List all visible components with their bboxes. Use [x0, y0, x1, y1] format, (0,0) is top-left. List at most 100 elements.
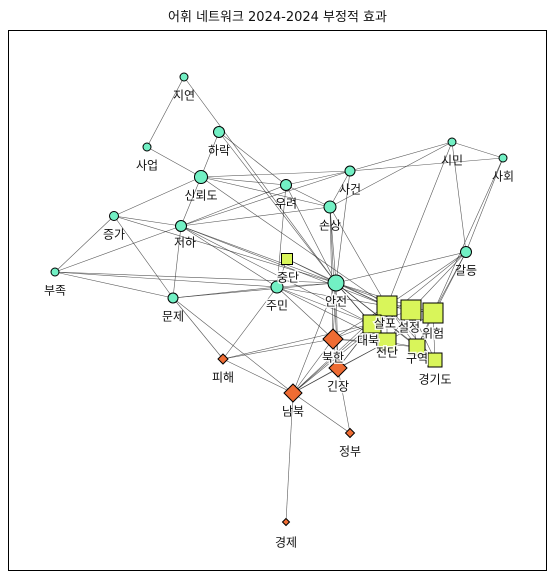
node-label-sinroedo: 신뢰도 — [184, 189, 217, 203]
edge-jumin-anjeon — [276, 282, 337, 288]
edge-munje-anjeon — [172, 282, 337, 299]
node-label-sahoe: 사회 — [492, 170, 514, 184]
edge-ureo-anjeon — [285, 184, 337, 284]
node-jumin — [270, 280, 284, 294]
edge-nambuk-gyeongje — [285, 392, 294, 523]
edge-jiyeon-anjeon — [183, 76, 337, 284]
edge-anjeon-seoljeong — [335, 282, 412, 311]
node-label-ginjang: 긴장 — [327, 380, 349, 394]
node-pihae — [217, 353, 229, 365]
node-label-simin: 시민 — [441, 154, 463, 168]
node-label-guyeok: 구역 — [406, 352, 428, 366]
node-label-jeongbu: 정부 — [339, 445, 361, 459]
edge-sageon-simin — [349, 141, 453, 172]
node-jungdan — [281, 253, 293, 265]
edge-ureo-jumin — [276, 184, 287, 288]
edge-galdeung-sarap — [386, 251, 467, 307]
node-guyeok — [408, 338, 426, 356]
edge-ureo-sonsang — [285, 184, 331, 208]
edge-nambuk-pihae — [222, 358, 294, 394]
node-simin — [447, 137, 457, 147]
edge-nambuk-jeongbu — [292, 392, 351, 434]
edge-jeoha-jumin — [180, 225, 278, 288]
edge-sonsang-anjeon — [329, 206, 337, 284]
edge-jiyeon-saeop — [146, 76, 185, 148]
edge-munje-pihae — [172, 297, 224, 360]
edge-bujok-jumin — [54, 271, 278, 288]
edge-guyeok-bukhan — [332, 338, 418, 348]
node-label-bukhan: 북한 — [322, 351, 344, 365]
node-label-anjeon: 안전 — [325, 295, 347, 309]
chart-title: 어휘 네트워크 2024-2024 부정적 효과 — [168, 10, 387, 25]
node-label-munje: 문제 — [162, 310, 184, 324]
node-label-saeop: 사업 — [136, 159, 158, 173]
node-label-pihae: 피해 — [212, 371, 234, 385]
edge-sageon-anjeon — [335, 170, 351, 284]
edge-jeungga-bujok — [54, 215, 115, 273]
network-frame — [8, 30, 547, 571]
edge-ureo-jeoha — [180, 184, 287, 227]
node-saeop — [142, 142, 152, 152]
node-jeongbu — [344, 427, 356, 439]
node-label-gyeongje: 경제 — [275, 536, 297, 550]
node-label-wiheom: 위험 — [422, 327, 444, 341]
node-ginjang — [328, 358, 348, 378]
edge-sageon-jeoha — [180, 170, 351, 227]
node-label-ureo: 우려 — [275, 197, 297, 211]
node-sonsang — [323, 200, 337, 214]
node-gyeongje — [281, 517, 291, 527]
node-jiyeon — [179, 72, 189, 82]
node-label-gyeonggido: 경기도 — [418, 373, 451, 387]
node-label-jeondan: 전단 — [376, 346, 398, 360]
edge-sinroedo-sageon — [200, 170, 351, 178]
edge-jumin-sarap — [276, 286, 388, 307]
edge-harak-sinroedo — [200, 131, 220, 178]
edge-bujok-anjeon — [54, 271, 337, 284]
node-wiheom — [422, 302, 444, 324]
node-label-jumin: 주민 — [266, 299, 288, 313]
node-label-jeungga: 증가 — [103, 228, 125, 242]
node-bujok — [50, 267, 60, 277]
node-label-sageon: 사건 — [339, 183, 361, 197]
edge-sonsang-bukhan — [329, 206, 334, 340]
edge-jeoha-munje — [172, 225, 182, 299]
edge-jumin-daebuk — [276, 286, 373, 325]
node-daebuk — [362, 314, 382, 334]
edge-harak-ureo — [218, 131, 287, 186]
node-gyeonggido — [427, 352, 443, 368]
edge-jeoha-bujok — [54, 225, 182, 273]
node-label-nambuk: 남북 — [282, 405, 304, 419]
edge-sinroedo-sonsang — [200, 176, 331, 208]
node-jeungga — [109, 211, 119, 221]
node-anjeon — [327, 274, 345, 292]
node-jeoha — [175, 220, 187, 232]
node-label-daebuk: 대북 — [357, 334, 379, 348]
node-seoljeong — [400, 299, 422, 321]
node-sinroedo — [194, 170, 208, 184]
edge-daebuk-pihae — [222, 323, 373, 360]
edge-simin-galdeung — [451, 141, 467, 253]
edge-sinroedo-jeungga — [113, 176, 202, 217]
edge-anjeon-nambuk — [292, 282, 337, 394]
edge-jumin-bukhan — [276, 286, 334, 340]
node-label-sarap: 살포 — [374, 317, 396, 331]
edge-jeungga-munje — [113, 215, 174, 299]
node-label-sonsang: 손상 — [319, 219, 341, 233]
edge-simin-sonsang — [329, 141, 453, 208]
edge-sinroedo-jeoha — [180, 176, 202, 227]
edge-sageon-sahoe — [349, 157, 504, 172]
node-label-seoljeong: 설정 — [398, 321, 420, 335]
edge-sinroedo-sarap — [200, 176, 388, 307]
node-sarap — [376, 295, 398, 317]
edge-ginjang-jeongbu — [337, 367, 351, 434]
edge-jumin-pihae — [222, 286, 278, 360]
node-label-jiyeon: 지연 — [173, 89, 195, 103]
edge-sahoe-wiheom — [432, 157, 504, 314]
edge-bujok-munje — [54, 271, 174, 299]
edge-jeungga-jeoha — [113, 215, 182, 227]
edge-simin-sarap — [386, 141, 453, 307]
node-label-bujok: 부족 — [44, 284, 66, 298]
node-bukhan — [322, 328, 344, 350]
node-harak — [213, 126, 225, 138]
